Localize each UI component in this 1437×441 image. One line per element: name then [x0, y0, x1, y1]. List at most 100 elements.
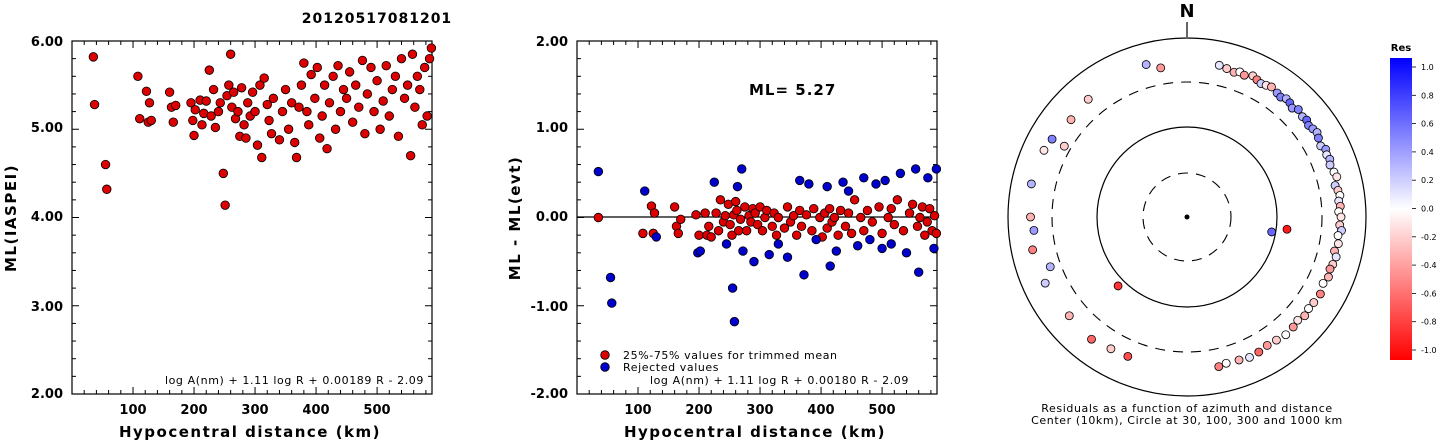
used-point [752, 219, 763, 230]
rejected-point [822, 181, 832, 192]
left-ytick: 2.00 [31, 387, 63, 402]
data-point [213, 106, 224, 117]
used-point [779, 223, 790, 233]
data-point [322, 143, 332, 154]
station-residual-point [1064, 311, 1074, 321]
middle-formula: log A(nm) + 1.11 log R + 0.00180 R - 2.0… [650, 374, 909, 387]
data-point [206, 111, 216, 121]
data-point [291, 152, 302, 163]
used-point [833, 230, 843, 240]
middle-xtick: 100 [624, 403, 651, 418]
data-point [387, 84, 398, 95]
used-point [877, 228, 887, 239]
station-residual-point [1281, 330, 1291, 340]
station-residual-point [1156, 63, 1166, 73]
used-point [713, 226, 724, 236]
data-point [197, 120, 207, 130]
rejected-point [804, 179, 814, 189]
used-point [711, 208, 721, 218]
used-point [720, 211, 730, 221]
data-point [422, 111, 432, 121]
colorbar-tick: 1.0 [1421, 63, 1434, 72]
left-ylabel: ML(IASPEI) [2, 164, 20, 272]
data-point [412, 71, 423, 82]
data-point [250, 106, 260, 117]
rejected-point [880, 175, 890, 186]
data-point [419, 62, 430, 73]
middle-ytick: 0.00 [536, 210, 568, 225]
data-point [236, 83, 247, 93]
data-point [239, 120, 249, 130]
data-point [302, 106, 312, 117]
station-residual-point [1325, 264, 1335, 274]
station-residual-point [1047, 134, 1057, 144]
data-point [186, 98, 196, 108]
rejected-point [709, 177, 719, 187]
data-point [407, 49, 418, 59]
rejected-point [782, 252, 793, 262]
used-point [725, 219, 735, 230]
data-point [224, 80, 234, 90]
data-point [402, 80, 413, 90]
data-point [378, 96, 388, 106]
data-point [171, 100, 181, 111]
used-point [791, 230, 802, 240]
station-residual-point [1318, 278, 1328, 288]
data-point [247, 87, 258, 97]
station-residual-point [1040, 278, 1050, 288]
polar-caption-line1: Residuals as a function of azimuth and d… [1041, 402, 1332, 415]
data-point [405, 151, 416, 161]
used-point [732, 205, 742, 216]
used-point [849, 195, 860, 205]
colorbar-tick: 0.8 [1421, 91, 1434, 100]
data-point [306, 69, 316, 80]
used-point [892, 195, 903, 205]
rejected-point [831, 246, 842, 256]
middle-ylabel: ML - ML(evt) [506, 156, 524, 280]
station-residual-point [1245, 352, 1254, 362]
data-point [399, 93, 410, 104]
rejected-point [886, 239, 896, 249]
station-residual-point [1113, 281, 1123, 291]
rejected-point [859, 173, 869, 183]
data-point [347, 117, 358, 127]
data-point [268, 93, 279, 104]
data-point [344, 67, 355, 77]
used-point [862, 205, 873, 216]
rejected-point [929, 243, 939, 254]
station-residual-point [1059, 141, 1069, 151]
circle-300km [1051, 81, 1323, 353]
data-point [357, 55, 368, 66]
station-residual-point [1221, 358, 1231, 368]
data-point [338, 84, 349, 95]
colorbar-tick: -0.8 [1421, 318, 1437, 327]
data-point [133, 71, 143, 82]
data-point [290, 137, 300, 148]
circle-1000km [1007, 37, 1367, 397]
used-point [757, 226, 768, 236]
data-point [426, 43, 437, 53]
data-point [88, 52, 99, 62]
used-point [809, 203, 819, 214]
used-point [835, 205, 846, 216]
rejected-point [795, 175, 805, 186]
colorbar-tick: 0.0 [1421, 205, 1434, 214]
used-point [735, 214, 746, 224]
circle-30km [1142, 172, 1232, 262]
rejected-point [799, 270, 809, 280]
colorbar-tick: 0.4 [1421, 148, 1434, 157]
rejected-point [811, 234, 821, 245]
residual-colorbar: Res 1.0 0.8 0.6 0.4 0.2 0.0 -0.2 -0.4 -0.6 -0.8 -1… [1390, 43, 1437, 360]
station-residual-point [1123, 351, 1133, 361]
station-residual-point [1324, 272, 1333, 282]
rejected-point [773, 239, 784, 249]
data-point [286, 98, 297, 108]
middle-ytick: -1.00 [531, 300, 568, 315]
station-residual-point [1026, 212, 1035, 222]
legend-rejected-label: Rejected values [623, 361, 719, 374]
data-point [310, 93, 320, 104]
epicenter-marker [1184, 214, 1190, 220]
data-point [315, 133, 325, 143]
used-point [931, 228, 942, 239]
